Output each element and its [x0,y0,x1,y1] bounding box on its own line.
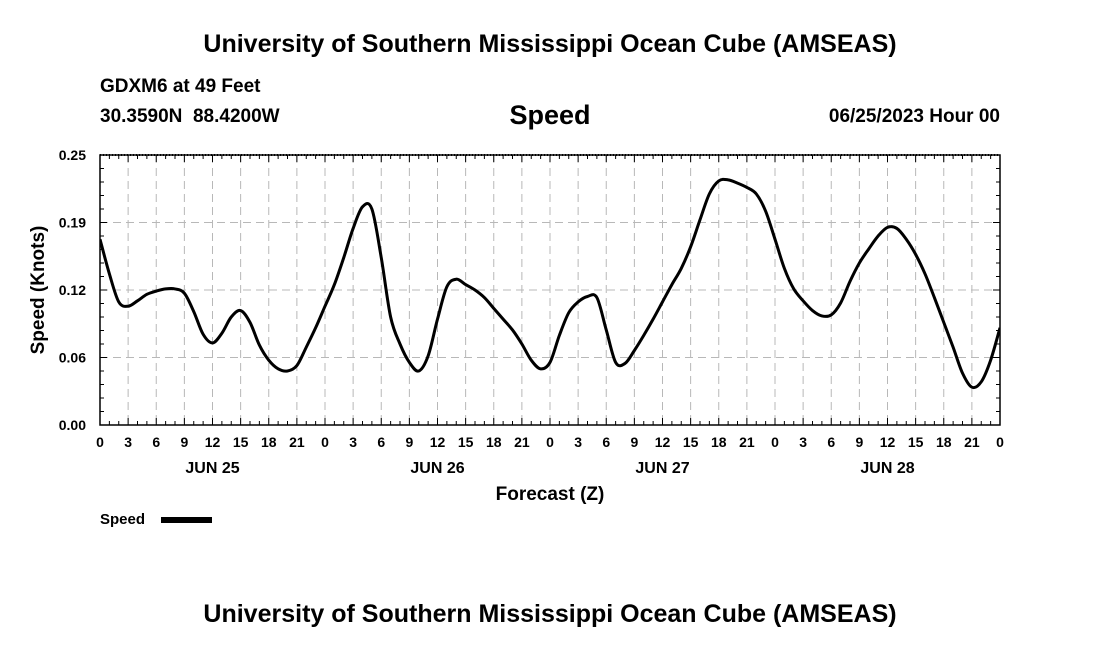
x-tick-label: 15 [683,434,699,450]
x-tick-label: 9 [405,434,413,450]
x-tick-label: 18 [936,434,952,450]
x-tick-label: 6 [377,434,385,450]
x-tick-label: 9 [180,434,188,450]
x-tick-label: 18 [486,434,502,450]
x-tick-label: 6 [152,434,160,450]
x-tick-label: 18 [711,434,727,450]
x-tick-label: 3 [124,434,132,450]
x-tick-label: 21 [514,434,530,450]
station-label: GDXM6 at 49 Feet [100,76,261,97]
x-tick-label: 15 [233,434,249,450]
x-tick-label: 6 [827,434,835,450]
legend-label: Speed [100,511,145,528]
x-tick-label: 12 [655,434,671,450]
grid [100,155,1000,425]
y-tick-label: 0.12 [59,282,86,298]
x-tick-label: 12 [205,434,221,450]
legend: Speed [100,511,212,528]
x-tick-label: 21 [739,434,755,450]
day-label: JUN 27 [635,460,689,477]
x-tick-label: 15 [458,434,474,450]
axes [99,154,1001,426]
x-axis-title: Forecast (Z) [496,484,605,505]
axis-labels: 0 3 6 9 12 15 18 21 0 3 6 9 12 15 18 21 0 3 6 9 12 15 18 21 0 3 6 9… [59,147,1004,477]
day-label: JUN 26 [410,460,464,477]
x-tick-label: 21 [289,434,305,450]
x-tick-label: 9 [630,434,638,450]
x-tick-label: 3 [574,434,582,450]
day-label: JUN 25 [185,460,239,477]
x-tick-label: 3 [349,434,357,450]
y-tick-label: 0.00 [59,417,86,433]
x-tick-label: 0 [96,434,104,450]
x-tick-label: 21 [964,434,980,450]
y-tick-label: 0.19 [59,215,86,231]
x-tick-label: 12 [430,434,446,450]
footer-title: University of Southern Mississippi Ocean… [203,600,897,628]
series [100,177,1000,390]
y-tick-label: 0.06 [59,350,86,366]
y-axis-title: Speed (Knots) [28,226,49,355]
legend-swatch [161,517,212,523]
x-tick-label: 0 [321,434,329,450]
y-tick-label: 0.25 [59,147,86,163]
chart-title: University of Southern Mississippi Ocean… [203,30,897,58]
x-tick-label: 6 [602,434,610,450]
x-tick-label: 12 [880,434,896,450]
x-tick-label: 9 [855,434,863,450]
x-tick-label: 3 [799,434,807,450]
variable-title: Speed [509,100,591,130]
forecast-datetime: 06/25/2023 Hour 00 [828,106,1000,127]
x-tick-label: 15 [908,434,924,450]
x-tick-label: 0 [996,434,1004,450]
x-tick-label: 0 [546,434,554,450]
speed-series-line [100,177,1000,390]
x-tick-label: 0 [771,434,779,450]
station-coordinates: 30.3590N 88.4200W [100,106,280,127]
x-tick-label: 18 [261,434,277,450]
day-label: JUN 28 [860,460,914,477]
